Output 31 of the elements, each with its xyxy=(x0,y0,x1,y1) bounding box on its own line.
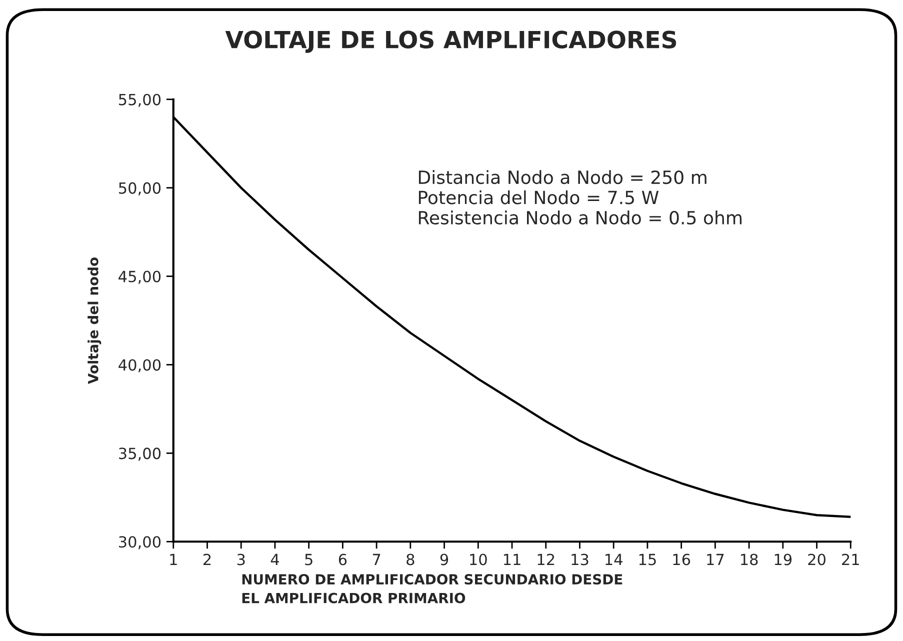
x-tick-label: 7 xyxy=(372,554,380,566)
y-tick-label: 55,00 xyxy=(119,94,161,107)
x-axis-title: NUMERO DE AMPLIFICADOR SECUNDARIO DESDE EL AMPLIFICADOR PRIMARIO xyxy=(242,574,622,604)
x-tick-label: 14 xyxy=(606,554,622,566)
x-tick-label: 4 xyxy=(270,554,279,566)
x-tick-label: 13 xyxy=(572,554,588,566)
chart-title: VOLTAJE DE LOS AMPLIFICADORES xyxy=(225,30,676,53)
y-tick-label: 30,00 xyxy=(119,536,161,550)
x-tick-label: 3 xyxy=(237,554,245,566)
x-tick-label: 9 xyxy=(440,554,448,566)
x-tick-label: 8 xyxy=(406,554,414,566)
x-tick-label: 20 xyxy=(808,554,826,566)
x-tick-label: 21 xyxy=(842,554,859,566)
y-axis-title: Voltaje del nodo xyxy=(88,258,102,384)
x-tick-label: 15 xyxy=(639,554,656,566)
x-tick-label: 10 xyxy=(470,554,487,566)
y-tick-label: 50,00 xyxy=(119,182,161,196)
x-tick-label: 1 xyxy=(170,554,177,566)
x-tick-label: 18 xyxy=(740,554,758,566)
x-tick-label: 6 xyxy=(338,554,347,566)
x-tick-label: 2 xyxy=(204,554,211,566)
x-tick-label: 11 xyxy=(504,554,520,566)
y-tick-label: 45,00 xyxy=(118,270,161,284)
annotation: Distancia Nodo a Nodo = 250 m Potencia del Nodo = 7.5 W Resistencia Nodo a Nodo = 0.5 ohm xyxy=(418,170,742,225)
y-tick-label: 40,00 xyxy=(118,359,161,372)
y-tick-label: 35,00 xyxy=(119,448,161,461)
x-tick-label: 5 xyxy=(305,554,312,566)
x-tick-label: 17 xyxy=(707,554,724,566)
x-tick-label: 16 xyxy=(673,554,690,566)
x-tick-label: 19 xyxy=(774,554,792,566)
x-tick-label: 12 xyxy=(538,554,554,566)
